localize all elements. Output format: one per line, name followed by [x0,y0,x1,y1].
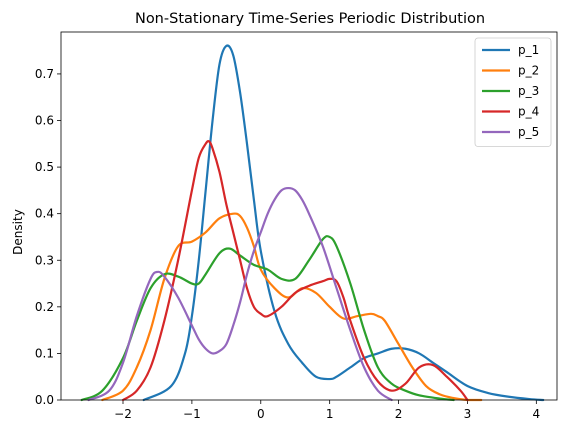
y-tick-label: 0.1 [35,346,54,360]
legend-label-p-2: p_2 [518,64,539,78]
x-tick-label: 2 [395,407,403,421]
x-tick-label: 4 [533,407,541,421]
x-tick-label: 1 [326,407,334,421]
legend-label-p-1: p_1 [518,43,539,57]
y-tick-label: 0.3 [35,253,54,267]
y-tick-label: 0.2 [35,300,54,314]
series-line-p-3 [80,235,455,402]
legend-label-p-3: p_3 [518,84,539,98]
x-tick-label: 3 [464,407,472,421]
axes-frame [60,31,558,401]
legend-label-p-5: p_5 [518,125,539,139]
legend-label-p-4: p_4 [518,105,539,119]
chart-title: Non-Stationary Time-Series Periodic Dist… [135,11,485,27]
x-tick-label: −1 [183,407,201,421]
x-tick-label: −2 [114,407,132,421]
series-line-p-4 [121,140,469,402]
y-tick-label: 0.0 [35,393,54,407]
y-axis: 0.0 0.1 0.2 0.3 0.4 0.5 0.6 0.7 [35,67,61,407]
y-axis-label: Density [11,209,25,255]
y-tick-label: 0.5 [35,160,54,174]
y-tick-label: 0.4 [35,207,54,221]
series-line-p-5 [87,186,393,402]
y-tick-label: 0.6 [35,114,54,128]
y-tick-label: 0.7 [35,67,54,81]
legend-box [474,37,552,147]
series-line-p-2 [101,212,483,402]
series-lines [80,44,545,402]
legend[interactable]: p_1 p_2 p_3 p_4 p_5 [474,37,552,147]
series-line-p-1 [142,44,545,402]
x-tick-label: 0 [257,407,265,421]
